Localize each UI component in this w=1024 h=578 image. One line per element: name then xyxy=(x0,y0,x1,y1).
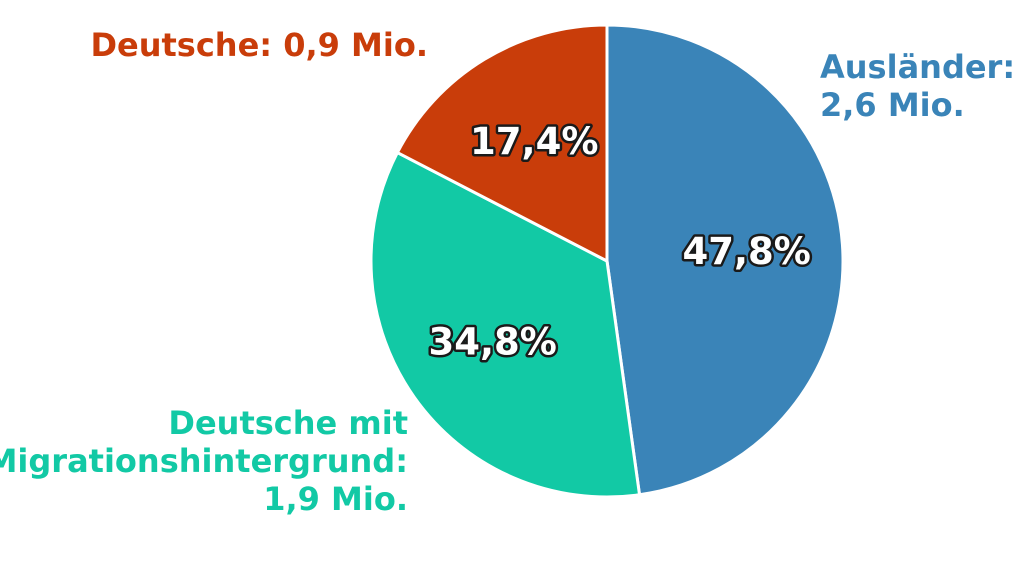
slice-label-deutsche: Deutsche: 0,9 Mio. xyxy=(90,26,428,64)
pie-slices xyxy=(369,23,845,499)
slice-label-line: Deutsche mit xyxy=(168,404,408,442)
pie-slice-3 xyxy=(395,23,609,263)
slice-label-line: Migrationshintergrund: xyxy=(0,442,408,480)
pie-slice-2 xyxy=(369,151,642,499)
slice-label-auslaender: Ausländer: 2,6 Mio. xyxy=(820,48,1015,124)
percent-label: 17,4% xyxy=(470,120,598,163)
slice-label-line: Ausländer: xyxy=(820,48,1016,86)
percent-label: 34,8% xyxy=(429,320,557,363)
percent-label: 47,8% xyxy=(682,230,810,273)
percent-labels: 47,8% 34,8% 17,4% xyxy=(426,117,813,365)
slice-label-line: Deutsche: 0,9 Mio. xyxy=(90,26,428,64)
pie-slice-1 xyxy=(605,23,845,497)
slice-label-line: 2,6 Mio. xyxy=(820,86,965,124)
slice-label-migrationshintergrund: Deutsche mit Migrationshintergrund: 1,9 … xyxy=(0,404,408,518)
slice-label-line: 1,9 Mio. xyxy=(263,480,408,518)
